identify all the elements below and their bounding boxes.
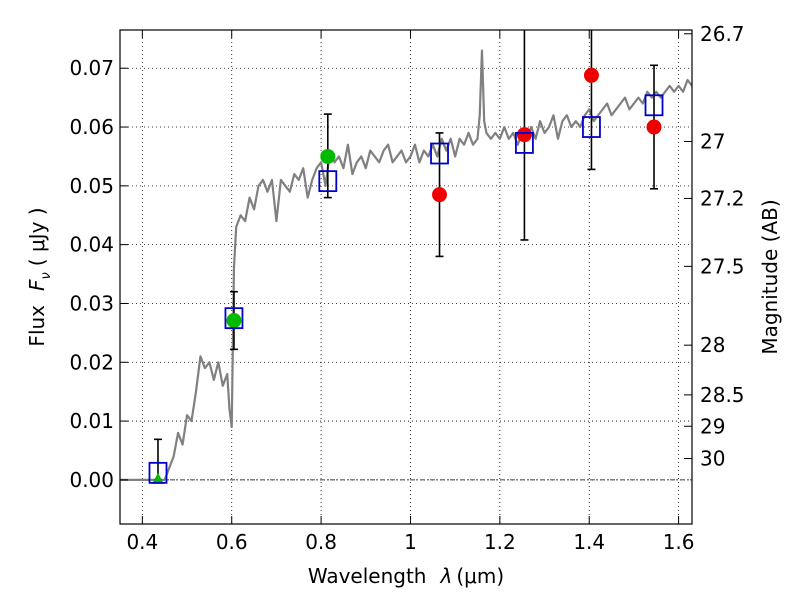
marker-layer [148, 67, 664, 484]
x-tick-label: 0.6 [216, 530, 248, 554]
model-square-point [148, 461, 168, 484]
x-tick-label: 1.4 [573, 530, 605, 554]
y-tick-label: 0.00 [69, 468, 114, 492]
model-square-point [318, 170, 338, 193]
y-tick-label: 0.07 [69, 56, 114, 80]
y-axis-label: FluxFν( μJy ) [25, 207, 54, 346]
spectrum-layer [120, 49, 692, 481]
plot-frame [119, 29, 693, 525]
x-tick-label: 0.4 [126, 530, 158, 554]
model-square-point [582, 116, 601, 138]
y-tick-label: 0.01 [69, 409, 114, 433]
x-axis-label: Wavelength λ (μm) [308, 564, 504, 588]
green-circle-point [320, 148, 336, 164]
model-square-point [644, 94, 664, 117]
magnitude-axis-ticks: 26.7 27 27.2 27.5 28 28.5 29 30 [684, 22, 745, 471]
model-square-point [430, 142, 449, 165]
green-circle-point [226, 313, 242, 329]
red-circle-point [432, 187, 448, 203]
red-circle-point [646, 119, 662, 135]
red-circle-point [516, 127, 532, 143]
magnitude-tick-label: 28.5 [700, 383, 745, 407]
magnitude-tick-label: 27 [700, 129, 725, 153]
x-tick-label: 1.6 [663, 530, 695, 554]
model-square-point [224, 307, 244, 330]
y-tick-label: 0.02 [69, 350, 114, 374]
red-circle-point [583, 67, 599, 83]
grid [120, 30, 692, 524]
x-tick-label: 1 [404, 530, 417, 554]
y-tick-label: 0.03 [69, 291, 114, 315]
x-tick-label: 1.2 [484, 530, 516, 554]
x-axis-ticks: 0.4 0.6 0.8 1 1.2 1.4 1.6 [126, 30, 695, 554]
errorbar-layer [153, 30, 659, 481]
magnitude-tick-label: 30 [700, 447, 725, 471]
y-tick-label: 0.04 [69, 233, 114, 257]
magnitude-tick-label: 29 [700, 414, 725, 438]
magnitude-tick-label: 28 [700, 333, 725, 357]
magnitude-tick-label: 26.7 [700, 22, 745, 46]
model-square-point [515, 132, 534, 154]
green-triangle-point [151, 472, 164, 484]
spectrum-line [120, 49, 692, 481]
magnitude-tick-label: 27.5 [700, 254, 745, 278]
y-tick-label: 0.05 [69, 174, 114, 198]
magnitude-tick-label: 27.2 [700, 186, 745, 210]
magnitude-axis-label: Magnitude (AB) [758, 199, 782, 354]
y-axis-ticks: 0.00 0.01 0.02 0.03 0.04 0.05 0.06 0.07 [69, 56, 128, 492]
y-tick-label: 0.06 [69, 115, 114, 139]
x-tick-label: 0.8 [305, 530, 337, 554]
